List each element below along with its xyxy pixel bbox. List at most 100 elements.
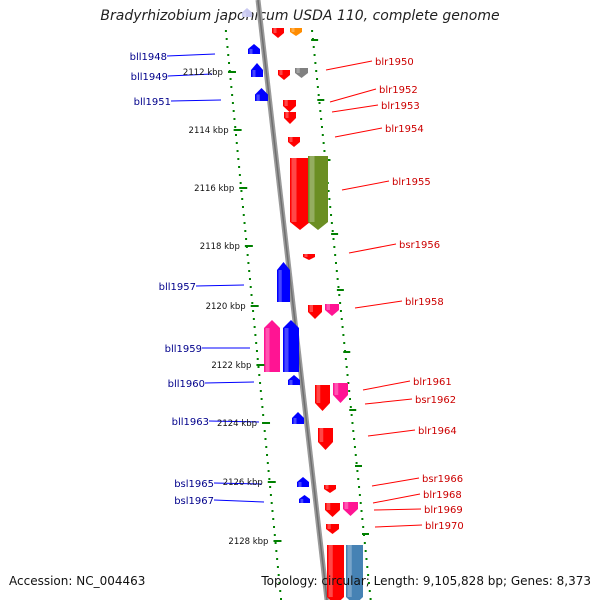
genome-title: Bradyrhizobium japonicum USDA 110, compl… xyxy=(100,8,500,24)
gene-label-left: bll1951 xyxy=(134,97,171,108)
left-rail-dot xyxy=(233,118,236,120)
right-rail-dot xyxy=(338,294,341,296)
callout-line xyxy=(354,300,403,309)
gene-bottom-red xyxy=(327,545,344,600)
gene-bottom-red-shine xyxy=(328,545,333,597)
gene-bsr1956-body xyxy=(303,254,315,260)
left-rail-dot xyxy=(255,350,258,352)
left-rail-dot xyxy=(236,150,239,152)
right-rail-dot xyxy=(356,470,359,472)
callout-line xyxy=(341,180,390,191)
right-rail-dot xyxy=(321,134,324,136)
gene-bll1948-body xyxy=(248,44,260,54)
right-rail-dot xyxy=(330,222,333,224)
gene-blr1952 xyxy=(283,100,296,112)
gene-blr1961-body xyxy=(315,385,330,411)
left-rail-dot xyxy=(270,502,273,504)
gene-blr1950-gray xyxy=(295,68,308,78)
callout-line xyxy=(213,499,265,503)
right-rail-dot xyxy=(353,446,356,448)
right-rail-dot xyxy=(343,342,346,344)
left-rail-dot xyxy=(260,398,263,400)
gene-bsl1967-shine xyxy=(300,499,304,503)
gene-faded xyxy=(242,8,252,17)
left-rail-dot xyxy=(272,518,275,520)
left-rail-dot xyxy=(264,438,267,440)
right-rail-dot xyxy=(367,582,370,584)
gene-bll1963 xyxy=(292,412,304,424)
callout-line xyxy=(367,429,416,437)
gene-bll1957 xyxy=(277,262,290,302)
right-rail-dot xyxy=(357,478,360,480)
right-rail-dot xyxy=(341,326,344,328)
tick-label: 2116 kbp xyxy=(194,184,234,194)
right-rail-dot xyxy=(348,390,351,392)
gene-bottom-steel xyxy=(346,545,363,600)
right-rail-dot xyxy=(327,190,330,192)
gene-label-right: blr1955 xyxy=(392,177,431,188)
left-rail-dot xyxy=(238,166,241,168)
left-rail-dot xyxy=(234,134,237,136)
right-rail-dot xyxy=(349,406,352,408)
gene-blr1950-gray-body xyxy=(295,68,308,78)
gene-bottom-red-body xyxy=(327,545,344,600)
left-rail-dot xyxy=(235,142,238,144)
left-rail-dot xyxy=(259,382,262,384)
gene-label-right: blr1964 xyxy=(418,426,457,437)
left-rail-dot xyxy=(278,582,281,584)
gene-blr1954-shine xyxy=(289,137,293,142)
gene-bsr1966 xyxy=(324,485,336,493)
left-rail-dot xyxy=(241,206,244,208)
left-rail-dot xyxy=(243,222,246,224)
gene-bll1957-body xyxy=(277,262,290,302)
gene-blr1958-body xyxy=(308,305,322,319)
gene-bsl1965 xyxy=(297,477,309,487)
tick-label: 2126 kbp xyxy=(223,478,263,488)
callout-line xyxy=(362,380,411,391)
left-rail-dot xyxy=(248,278,251,280)
tick-label: 2124 kbp xyxy=(217,419,257,429)
right-rail-dot xyxy=(353,438,356,440)
right-rail-dot xyxy=(355,462,358,464)
gene-bsl1965-body xyxy=(297,477,309,487)
callout-line xyxy=(372,493,421,504)
gene-bll1948-shine xyxy=(249,49,253,54)
left-rail-dot xyxy=(250,294,253,296)
right-rail-dot xyxy=(318,102,321,104)
gene-top-orange-shine xyxy=(291,28,295,32)
topology-label: Topology: circular; Length: 9,105,828 bp… xyxy=(261,574,591,588)
right-rail-dot xyxy=(346,374,349,376)
gene-blr1968-body xyxy=(325,503,340,517)
right-rail-dot xyxy=(339,302,342,304)
left-rail-dot xyxy=(252,318,255,320)
gene-bll1963-shine xyxy=(293,418,297,424)
left-rail-dot xyxy=(251,302,254,304)
gene-blr1950-body xyxy=(278,70,290,80)
right-rail-dot xyxy=(365,558,368,560)
right-rail-dot xyxy=(367,574,370,576)
right-rail-dot xyxy=(319,110,322,112)
callout-line xyxy=(371,477,420,487)
left-rail-dot xyxy=(249,286,252,288)
gene-label-right: blr1950 xyxy=(375,57,414,68)
gene-bsr1966-body xyxy=(324,485,336,493)
left-rail-dot xyxy=(280,598,283,600)
right-rail-dot xyxy=(320,118,323,120)
callout-line xyxy=(348,243,397,254)
callout-line xyxy=(331,104,379,113)
gene-bsr1956 xyxy=(303,254,315,260)
right-rail-dot xyxy=(361,518,364,520)
gene-label-left: bll1963 xyxy=(172,417,209,428)
gene-blr1953-shine xyxy=(285,112,289,118)
left-rail-dot xyxy=(254,334,257,336)
right-rail-dot xyxy=(347,382,350,384)
gene-label-right: blr1958 xyxy=(405,297,444,308)
gene-bottom-steel-body xyxy=(346,545,363,600)
left-rail-dot xyxy=(255,342,258,344)
callout-line xyxy=(170,99,222,102)
gene-top-red-body xyxy=(272,28,284,38)
right-rail-dot xyxy=(332,238,335,240)
gene-faded-body xyxy=(242,8,252,17)
gene-bll1957-shine xyxy=(278,270,282,302)
left-rail-dot xyxy=(226,46,229,48)
